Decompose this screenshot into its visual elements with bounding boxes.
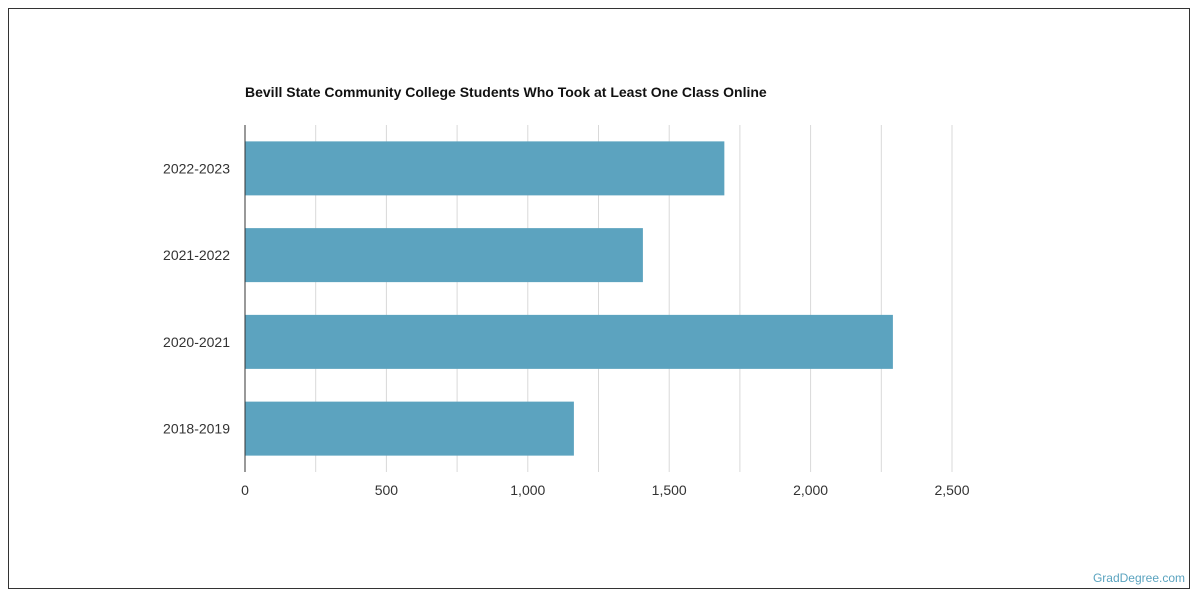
category-labels: 2022-2023 2021-2022 2020-2021 2018-2019	[163, 160, 230, 436]
category-label: 2018-2019	[163, 421, 230, 437]
bar-2020-2021[interactable]	[245, 314, 893, 369]
x-tick-label: 2,500	[934, 482, 969, 498]
bar-2021-2022[interactable]	[245, 228, 643, 283]
bar-2018-2019[interactable]	[245, 401, 574, 456]
x-tick-label: 1,500	[652, 482, 687, 498]
x-tick-label: 0	[241, 482, 249, 498]
x-tick-label: 2,000	[793, 482, 828, 498]
x-tick-label: 500	[375, 482, 399, 498]
watermark[interactable]: GradDegree.com	[1092, 571, 1185, 585]
category-label: 2021-2022	[163, 247, 230, 263]
category-label: 2022-2023	[163, 160, 230, 176]
chart-title: Bevill State Community College Students …	[245, 84, 767, 100]
bars	[245, 141, 893, 456]
x-tick-label: 1,000	[510, 482, 545, 498]
category-label: 2020-2021	[163, 334, 230, 350]
bar-2022-2023[interactable]	[245, 141, 725, 196]
x-tick-labels: 0 500 1,000 1,500 2,000 2,500	[241, 482, 970, 498]
